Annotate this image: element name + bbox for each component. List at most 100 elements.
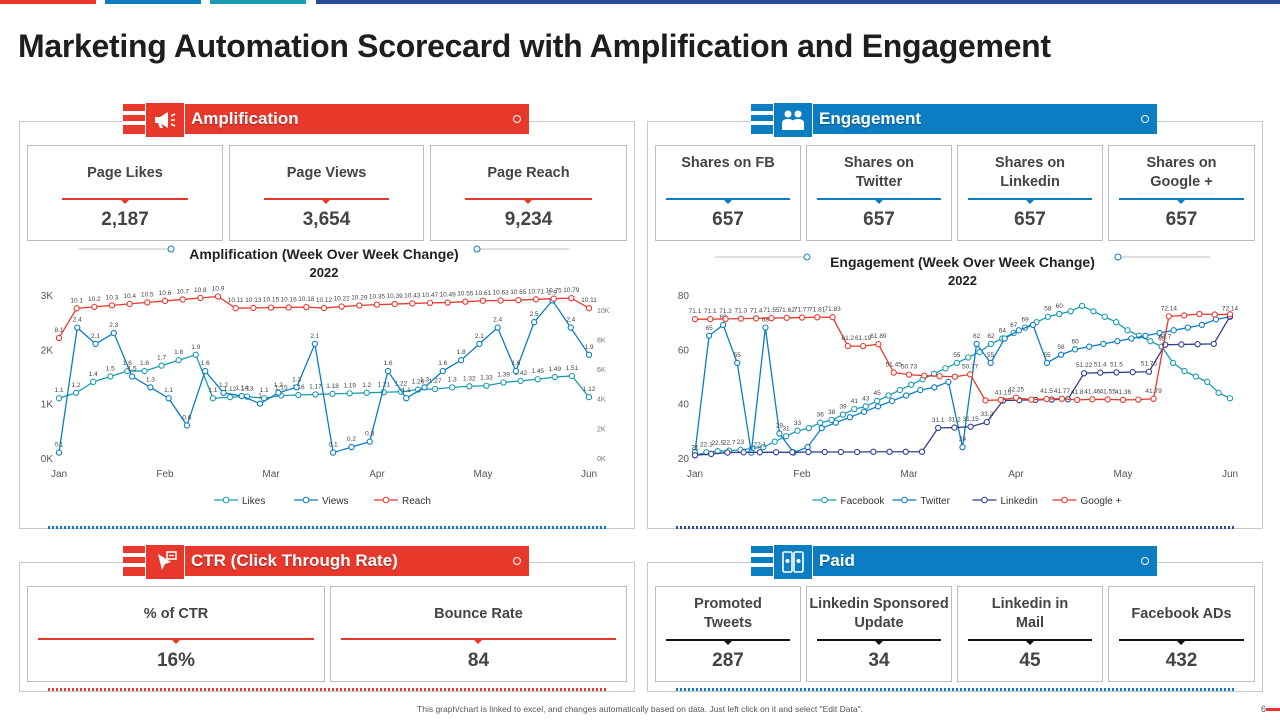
data-label: 1.6 (511, 360, 520, 367)
x-tick-label: Jan (687, 469, 703, 480)
data-point (931, 384, 938, 391)
data-label: 1.49 (548, 366, 561, 373)
data-point (1194, 341, 1201, 348)
data-point (1119, 396, 1127, 404)
data-label: 10.12 (316, 297, 333, 304)
kpi-pointer (1026, 641, 1034, 645)
legend-marker (821, 496, 828, 504)
data-label: 22.1 (754, 441, 767, 448)
data-point (1058, 395, 1066, 402)
data-point (768, 314, 775, 322)
megaphone-icon (145, 102, 185, 138)
data-point (1029, 321, 1037, 329)
x-tick-label: May (474, 469, 493, 480)
data-label: 10.71 (528, 288, 545, 295)
kpi-value: 657 (863, 209, 895, 230)
kpi-card-shares-google: Shares on Google + 657 (1108, 145, 1255, 241)
data-point (73, 305, 80, 312)
data-point (55, 449, 63, 456)
data-point (391, 300, 398, 308)
kpi-value: 657 (1165, 209, 1198, 230)
kpi-value: 16% (156, 650, 196, 671)
series-line-linkedin (694, 316, 1231, 456)
data-point (896, 386, 904, 394)
data-label: 1.8 (174, 349, 183, 356)
data-label: 68 (762, 317, 770, 324)
data-label: 71.4 (750, 307, 763, 314)
data-point (844, 342, 852, 350)
data-label: 10.3 (106, 294, 119, 301)
data-label: 62 (973, 333, 981, 340)
data-label: 62 (987, 333, 995, 340)
data-label: 10.65 (510, 289, 527, 296)
data-point (1165, 313, 1173, 320)
data-point (805, 448, 812, 456)
data-label: 1.12 (583, 386, 596, 393)
data-label: 10.79 (563, 287, 580, 294)
kpi-label: Page Reach (487, 165, 570, 181)
data-label: 1.5 (128, 366, 137, 373)
data-label: 1.42 (514, 370, 527, 377)
kpi-divider (465, 198, 592, 200)
data-label: 60 (1072, 338, 1080, 345)
y2-tick-label: 6K (597, 367, 606, 374)
data-point (141, 367, 148, 375)
kpi-pointer (322, 200, 330, 204)
ctr-dashed-rule (48, 688, 606, 691)
data-label: 2.3 (109, 322, 118, 329)
data-point (585, 305, 593, 312)
data-point (1170, 327, 1177, 334)
data-label: 1.2 (274, 382, 283, 389)
data-label: 10.11 (581, 297, 597, 304)
data-label: 69 (1021, 317, 1029, 324)
y2-tick-label: 0K (597, 456, 606, 463)
data-point (275, 389, 282, 396)
data-label: 55 (734, 352, 742, 359)
data-point (890, 369, 897, 376)
header-stub (751, 121, 773, 125)
data-point (1180, 312, 1188, 319)
data-point (722, 315, 729, 323)
data-label: 1.2 (362, 382, 371, 389)
data-label: 58 (1044, 306, 1052, 313)
legend-marker (382, 496, 390, 504)
data-label: 10.49 (440, 292, 457, 299)
data-point (789, 449, 796, 456)
data-point (479, 297, 487, 304)
data-label: 10.5 (141, 291, 154, 298)
data-point (888, 397, 896, 405)
kpi-card-facebook-ads: Facebook ADs 432 (1108, 586, 1255, 682)
data-point (585, 351, 593, 358)
data-point (192, 351, 199, 358)
chart-handle (473, 245, 481, 253)
data-point (92, 340, 99, 348)
data-label: 71.77 (794, 307, 811, 314)
kpi-pointer (474, 640, 482, 644)
data-label: 10.55 (457, 291, 474, 298)
data-point (752, 315, 760, 322)
data-point (1073, 396, 1081, 404)
data-label: 51.5 (1110, 361, 1123, 368)
data-label: 2.5 (530, 311, 539, 318)
header-dot (1141, 115, 1149, 123)
data-point (476, 340, 483, 348)
data-point (356, 302, 363, 309)
data-point (997, 396, 1004, 404)
data-label: 2.4 (493, 317, 502, 324)
chart-subtitle: 2022 (310, 265, 339, 280)
data-label: 41.55 (1100, 388, 1117, 395)
data-point (903, 392, 910, 399)
header-stub (123, 553, 145, 557)
data-point (311, 340, 319, 348)
data-point (147, 384, 154, 391)
data-label: 71.83 (824, 306, 841, 313)
data-point (805, 424, 812, 432)
series-line-facebook (694, 305, 1231, 456)
data-point (1080, 370, 1088, 377)
data-label: 2.1 (475, 333, 484, 340)
kpi-pointer (875, 200, 883, 204)
data-label: 71.2 (719, 308, 732, 315)
data-point (705, 332, 713, 339)
kpi-value: 287 (712, 650, 744, 671)
data-point (285, 304, 292, 311)
